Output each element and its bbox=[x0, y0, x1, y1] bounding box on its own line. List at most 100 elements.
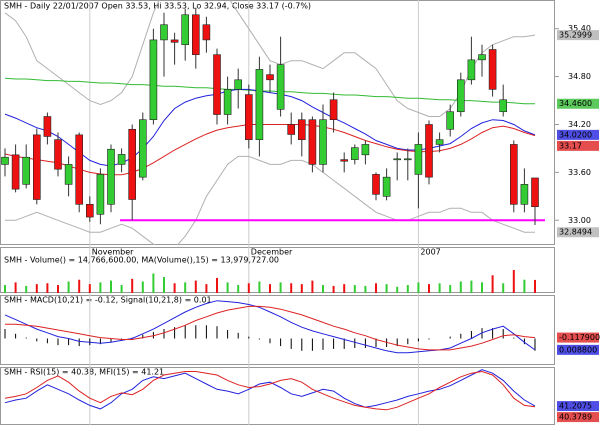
end-label: 41.2075 bbox=[559, 402, 592, 411]
volume-bar bbox=[438, 283, 441, 293]
candle-body bbox=[128, 128, 136, 200]
candle-body bbox=[382, 176, 391, 197]
candle-body bbox=[425, 124, 433, 178]
candle-body bbox=[139, 119, 147, 178]
plot-area bbox=[1, 0, 545, 245]
volume-bar bbox=[523, 279, 526, 293]
plot-area bbox=[4, 369, 536, 411]
volume-bar bbox=[88, 284, 91, 293]
volume-bar bbox=[173, 283, 176, 293]
volume-bar bbox=[67, 281, 70, 293]
candle-body bbox=[223, 89, 232, 115]
x-tick-label: November bbox=[92, 248, 134, 257]
volume-bar bbox=[481, 282, 483, 293]
candle-body bbox=[340, 159, 349, 162]
candle-body bbox=[160, 24, 168, 41]
candle-body bbox=[75, 134, 83, 205]
candle-body bbox=[54, 139, 62, 170]
candle-body bbox=[287, 124, 296, 135]
volume-bar bbox=[131, 278, 134, 293]
volume-bar bbox=[459, 281, 462, 293]
end-label: 34.4600 bbox=[559, 99, 592, 108]
end-label: 33.17 bbox=[559, 141, 582, 150]
volume-bar bbox=[449, 285, 452, 293]
y-tick-label: 34.80 bbox=[568, 72, 591, 81]
volume-bar bbox=[396, 286, 399, 293]
candle-body bbox=[456, 79, 465, 113]
series-line bbox=[5, 305, 536, 351]
end-label-box bbox=[557, 30, 599, 41]
candle-body bbox=[467, 59, 476, 81]
series-line bbox=[4, 369, 536, 410]
volume-bar bbox=[25, 285, 28, 293]
candle-body bbox=[350, 147, 359, 160]
candle-body bbox=[403, 158, 412, 161]
candle-body bbox=[64, 164, 73, 185]
volume-bar bbox=[14, 282, 17, 293]
candle-body bbox=[488, 49, 497, 90]
candle-body bbox=[96, 174, 105, 215]
candle-body bbox=[149, 39, 158, 121]
series-line bbox=[4, 124, 536, 176]
candle-body bbox=[361, 144, 370, 156]
end-label-box bbox=[557, 344, 599, 355]
candle-body bbox=[117, 154, 126, 165]
volume-bar bbox=[332, 285, 335, 293]
volume-bar bbox=[470, 280, 473, 293]
volume-bar bbox=[491, 275, 494, 293]
volume-bar bbox=[78, 279, 81, 293]
candle-body bbox=[319, 119, 327, 165]
candle-body bbox=[266, 74, 274, 81]
rsi-panel bbox=[0, 367, 555, 425]
candle-body bbox=[297, 119, 306, 140]
end-label-box bbox=[557, 129, 599, 140]
volume-bar bbox=[216, 277, 218, 293]
candle-body bbox=[181, 14, 189, 45]
volume-bar bbox=[258, 281, 261, 293]
y-tick-label: 34.20 bbox=[568, 120, 591, 129]
candle-body bbox=[276, 64, 285, 110]
candle-body bbox=[520, 184, 529, 205]
end-label: 40.3789 bbox=[559, 413, 592, 422]
candle-body bbox=[499, 99, 508, 113]
end-label-box bbox=[557, 227, 599, 238]
x-tick-label: 2007 bbox=[420, 248, 440, 257]
volume-bar bbox=[385, 284, 388, 293]
y-tick-label: 33.00 bbox=[568, 216, 591, 225]
candle-body bbox=[308, 119, 317, 165]
volume-bar bbox=[534, 279, 536, 293]
volume-bar bbox=[300, 284, 303, 293]
volume-bar bbox=[406, 285, 409, 293]
candle-body bbox=[170, 39, 179, 43]
volume-bar bbox=[375, 283, 377, 293]
plot-area bbox=[4, 300, 536, 354]
volume-bar bbox=[184, 282, 187, 293]
candle-body bbox=[1, 156, 9, 165]
candle-body bbox=[478, 54, 486, 61]
volume-bar bbox=[237, 285, 240, 293]
candle-body bbox=[22, 156, 31, 185]
candle-body bbox=[531, 177, 539, 207]
volume-bar bbox=[120, 285, 123, 293]
volume-bar bbox=[4, 285, 6, 293]
candle-body bbox=[192, 14, 200, 55]
volume-bar bbox=[194, 280, 197, 293]
volume-bar bbox=[417, 282, 420, 293]
volume-bar bbox=[279, 282, 282, 293]
candle-body bbox=[86, 203, 94, 218]
volume-bar bbox=[512, 269, 515, 293]
series-line bbox=[4, 0, 536, 117]
candle-body bbox=[234, 79, 242, 90]
candle-body bbox=[255, 69, 264, 140]
volume-bar bbox=[99, 282, 102, 293]
candle-body bbox=[107, 148, 115, 205]
candle-body bbox=[414, 144, 423, 175]
candle-body bbox=[435, 139, 444, 145]
price-panel bbox=[0, 0, 555, 245]
series-line bbox=[5, 155, 535, 245]
end-label-box bbox=[557, 140, 599, 151]
end-label: 35.2999 bbox=[559, 31, 592, 40]
volume-bar bbox=[322, 285, 324, 293]
volume-bar bbox=[46, 283, 49, 293]
series-line bbox=[4, 300, 536, 354]
